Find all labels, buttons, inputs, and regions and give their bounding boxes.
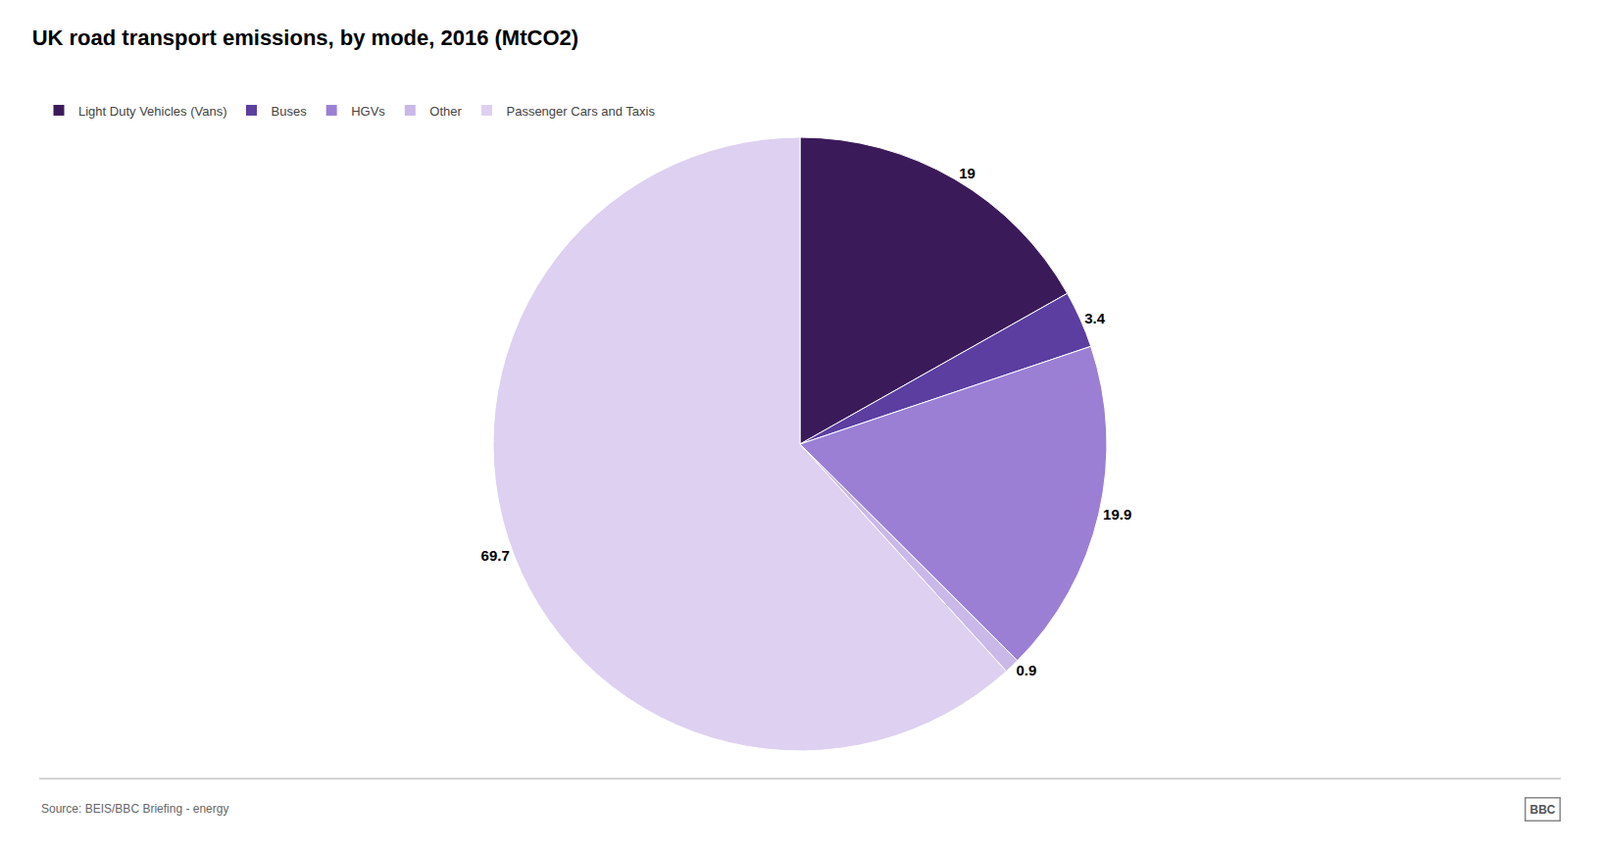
- svg-text:Light Duty Vehicles (Vans): Light Duty Vehicles (Vans): [78, 103, 228, 119]
- svg-text:BBC: BBC: [1530, 802, 1556, 817]
- svg-text:Other: Other: [429, 103, 462, 119]
- svg-text:HGVs: HGVs: [350, 103, 386, 119]
- svg-text:69.7: 69.7: [481, 547, 510, 564]
- svg-text:Passenger Cars and Taxis: Passenger Cars and Taxis: [505, 103, 655, 119]
- svg-text:0.9: 0.9: [1015, 661, 1037, 679]
- svg-text:19.9: 19.9: [1102, 505, 1132, 523]
- svg-text:19: 19: [958, 164, 976, 182]
- svg-text:Source: BEIS/BBC Briefing - en: Source: BEIS/BBC Briefing - energy: [41, 801, 229, 816]
- svg-text:3.4: 3.4: [1084, 309, 1106, 327]
- svg-text:Buses: Buses: [271, 103, 308, 119]
- svg-text:UK road transport emissions, b: UK road transport emissions, by mode, 20…: [32, 25, 579, 50]
